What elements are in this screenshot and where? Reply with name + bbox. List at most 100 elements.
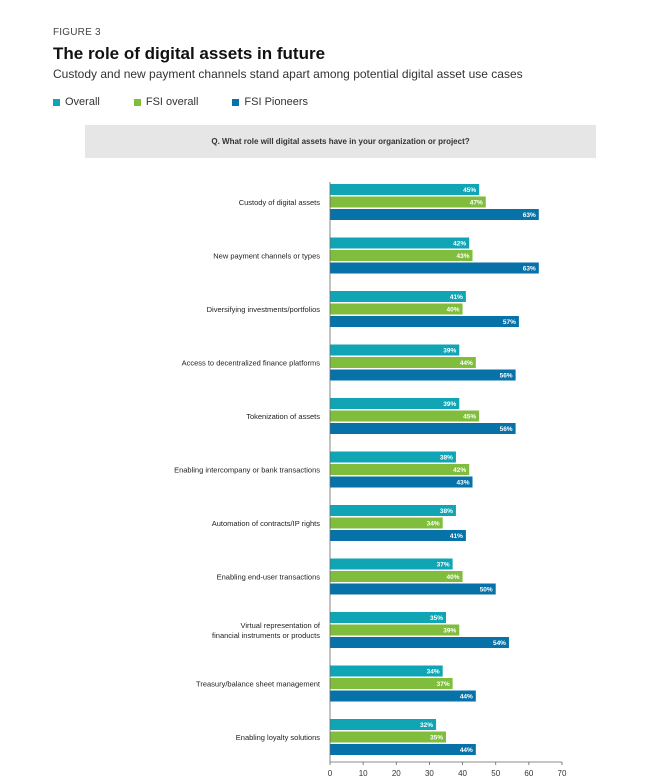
bar-value-label: 43% — [456, 480, 469, 487]
bar-value-label: 47% — [470, 200, 483, 207]
bar-fsi-pioneers — [330, 262, 539, 274]
bar-value-label: 41% — [450, 533, 463, 540]
legend-item-overall: Overall — [53, 96, 100, 108]
x-tick-label: 10 — [359, 769, 368, 778]
bar-fsi-pioneers — [330, 637, 509, 648]
bar-value-label: 38% — [440, 508, 453, 515]
bar-value-label: 63% — [523, 212, 536, 219]
legend-swatch-fsi-pioneers — [232, 98, 240, 106]
bar-value-label: 40% — [447, 307, 460, 314]
category-label: Access to decentralized finance platform… — [182, 359, 321, 368]
x-tick-label: 50 — [491, 769, 500, 778]
bar-overall — [330, 558, 453, 570]
bar-value-label: 39% — [443, 348, 456, 355]
bar-value-label: 45% — [463, 187, 476, 194]
figure-label: FIGURE 3 — [53, 27, 101, 38]
bar-fsi-pioneers — [330, 530, 466, 541]
bar-fsi-pioneers — [330, 476, 473, 488]
x-tick-label: 30 — [425, 769, 434, 778]
category-label: Enabling intercompany or bank transactio… — [174, 466, 320, 475]
category-label: Enabling loyalty solutions — [236, 733, 320, 742]
bar-overall — [330, 719, 437, 730]
x-tick-label: 60 — [524, 769, 533, 778]
bar-overall — [330, 451, 456, 463]
bar-fsi-pioneers — [330, 583, 496, 595]
bar-value-label: 57% — [503, 319, 516, 326]
bar-value-label: 35% — [430, 735, 443, 742]
bar-value-label: 34% — [427, 669, 440, 676]
bar-value-label: 42% — [453, 241, 466, 248]
bar-fsi-overall — [330, 731, 446, 743]
x-tick-label: 20 — [392, 769, 401, 778]
bar-overall — [330, 184, 480, 195]
bar-value-label: 42% — [453, 467, 466, 474]
bar-value-label: 56% — [500, 373, 513, 380]
category-label: Enabling end-user transactions — [217, 573, 321, 582]
legend-label-fsi-overall: FSI overall — [145, 96, 199, 108]
bar-value-label: 32% — [420, 722, 433, 729]
question-text: Q. What role will digital assets have in… — [211, 137, 470, 146]
bar-value-label: 38% — [440, 455, 453, 462]
x-tick-label: 0 — [328, 769, 333, 778]
bar-value-label: 39% — [443, 628, 456, 635]
chart-title: The role of digital assets in future — [53, 44, 326, 63]
bar-value-label: 37% — [437, 562, 450, 569]
legend-swatch-overall — [53, 98, 60, 106]
bar-value-label: 63% — [523, 266, 536, 273]
bar-overall — [330, 237, 470, 249]
bar-value-label: 54% — [493, 640, 506, 647]
bar-value-label: 39% — [443, 401, 456, 408]
bar-overall — [330, 398, 460, 409]
bar-value-label: 40% — [447, 574, 460, 581]
bar-fsi-overall — [330, 196, 486, 208]
category-label: financial instruments or products — [212, 631, 320, 640]
bar-fsi-overall — [330, 571, 463, 582]
chart-subtitle: Custody and new payment channels stand a… — [53, 67, 523, 81]
legend-item-fsi-overall: FSI overall — [133, 96, 199, 108]
category-label: Virtual representation of — [241, 621, 321, 630]
bar-fsi-pioneers — [330, 690, 476, 702]
bar-fsi-overall — [330, 464, 470, 475]
category-label: Diversifying investments/portfolios — [207, 305, 321, 314]
bar-value-label: 44% — [460, 747, 473, 754]
bar-fsi-overall — [330, 624, 460, 636]
bar-fsi-pioneers — [330, 369, 516, 381]
bar-overall — [330, 665, 443, 677]
bar-value-label: 56% — [500, 426, 513, 433]
bar-fsi-pioneers — [330, 423, 516, 434]
bar-fsi-overall — [330, 410, 480, 422]
bar-overall — [330, 505, 456, 516]
legend: Overall FSI overall FSI Pioneers — [53, 96, 308, 108]
x-tick-label: 40 — [458, 769, 467, 778]
bar-value-label: 35% — [430, 615, 443, 622]
bar-fsi-overall — [330, 303, 463, 315]
bar-fsi-pioneers — [330, 316, 519, 327]
bar-value-label: 41% — [450, 294, 463, 301]
bar-fsi-overall — [330, 678, 453, 689]
bar-value-label: 45% — [463, 414, 476, 421]
bar-fsi-pioneers — [330, 209, 539, 220]
category-label: New payment channels or types — [213, 252, 320, 261]
category-label: Custody of digital assets — [239, 198, 321, 207]
category-label: Tokenization of assets — [246, 412, 320, 421]
bar-value-label: 44% — [460, 694, 473, 701]
legend-swatch-fsi-overall — [133, 98, 141, 106]
legend-label-fsi-pioneers: FSI Pioneers — [244, 96, 309, 108]
bar-value-label: 43% — [456, 253, 469, 260]
bar-fsi-overall — [330, 517, 443, 529]
category-label: Automation of contracts/IP rights — [212, 519, 320, 528]
bar-fsi-overall — [330, 250, 473, 261]
bar-overall — [330, 291, 466, 302]
x-tick-label: 70 — [558, 769, 567, 778]
bar-value-label: 44% — [460, 360, 473, 367]
question-box: Q. What role will digital assets have in… — [85, 125, 596, 158]
bar-value-label: 37% — [437, 681, 450, 688]
bar-overall — [330, 612, 446, 623]
bar-fsi-overall — [330, 357, 476, 368]
bar-fsi-pioneers — [330, 744, 476, 755]
category-label: Treasury/balance sheet management — [196, 680, 321, 689]
legend-label-overall: Overall — [65, 96, 100, 108]
legend-item-fsi-pioneers: FSI Pioneers — [232, 96, 308, 108]
bar-overall — [330, 344, 460, 356]
